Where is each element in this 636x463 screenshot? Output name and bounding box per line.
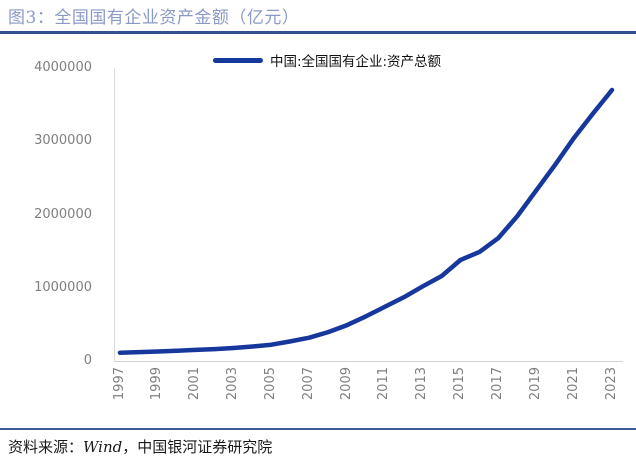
- source-divider-rule: [0, 428, 636, 430]
- line-chart-svg: [117, 87, 615, 355]
- x-tick-label: 1999: [149, 367, 165, 401]
- asset-total-line-series: [117, 87, 615, 355]
- figure-title: 图3：全国国有企业资产金额（亿元）: [8, 8, 300, 28]
- x-tick-label: 2005: [262, 367, 278, 401]
- x-tick-label: 2019: [527, 367, 543, 401]
- chart-legend: 中国:全国国有企业:资产总额: [212, 50, 442, 70]
- x-tick-label: 2001: [187, 367, 203, 401]
- x-tick-label: 2017: [489, 367, 505, 401]
- y-tick-label: 4000000: [34, 60, 92, 75]
- x-tick-label: 1997: [111, 367, 127, 401]
- y-tick-label: 3000000: [34, 133, 92, 149]
- x-tick-label: 2023: [603, 367, 619, 401]
- source-note: 资料来源：Wind，中国银河证券研究院: [8, 436, 272, 457]
- x-tick-label: 2009: [338, 367, 354, 401]
- y-tick-label: 2000000: [34, 206, 92, 222]
- y-tick-label: 1000000: [34, 279, 92, 295]
- x-tick-label: 2011: [376, 367, 392, 401]
- x-tick-label: 2003: [225, 367, 241, 401]
- legend-line-swatch: [212, 57, 263, 63]
- x-tick-label: 2007: [300, 367, 316, 401]
- x-tick-label: 2013: [414, 367, 430, 401]
- source-suffix: ，中国银河证券研究院: [122, 438, 273, 456]
- source-prefix: 资料来源：: [8, 438, 84, 456]
- y-tick-label: 0: [83, 353, 92, 368]
- x-tick-label: 2021: [565, 367, 581, 401]
- x-tick-label: 2015: [452, 367, 468, 401]
- source-wind: Wind: [83, 438, 123, 456]
- title-divider-rule: [0, 31, 636, 34]
- plot-area: [114, 68, 623, 362]
- legend-label: 中国:全国国有企业:资产总额: [269, 54, 442, 70]
